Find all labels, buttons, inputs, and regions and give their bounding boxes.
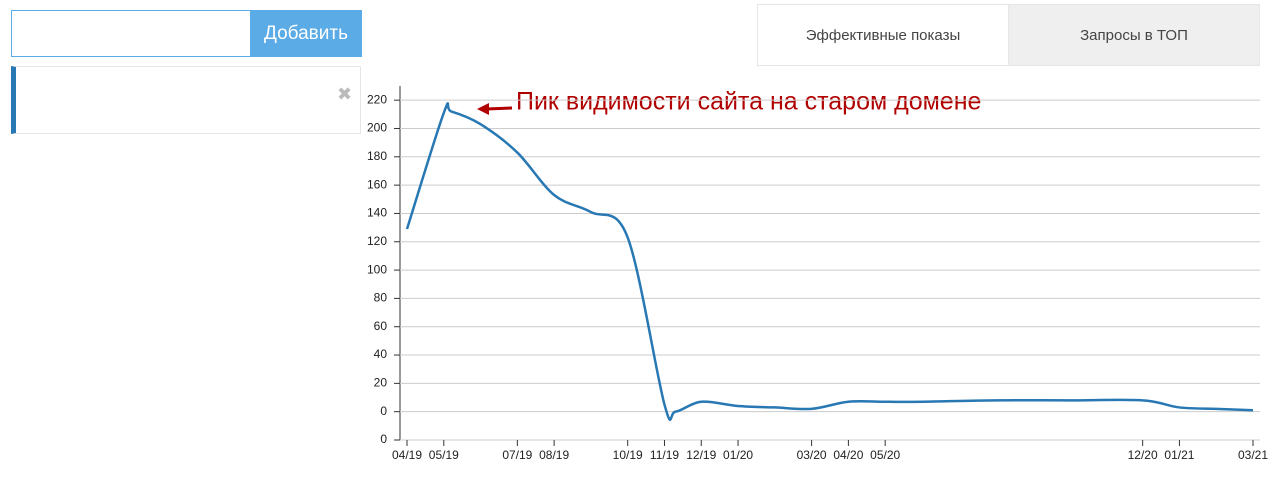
x-tick-label: 04/19 <box>392 448 422 462</box>
x-tick-label: 12/20 <box>1128 448 1158 462</box>
y-tick-label: 120 <box>367 234 387 248</box>
y-tick-label: 0 <box>380 432 387 446</box>
list-item[interactable] <box>11 66 361 134</box>
y-tick-label: 140 <box>367 206 387 220</box>
x-tick-label: 07/19 <box>502 448 532 462</box>
x-tick-label: 01/20 <box>723 448 753 462</box>
x-tick-label: 11/19 <box>650 448 679 462</box>
x-tick-label: 03/20 <box>797 448 827 462</box>
y-tick-label: 80 <box>374 291 388 305</box>
x-tick-label: 10/19 <box>613 448 643 462</box>
y-tick-label: 180 <box>367 149 387 163</box>
y-tick-label: 60 <box>374 319 388 333</box>
line-series <box>405 102 1254 421</box>
y-tick-label: 200 <box>367 121 387 135</box>
arrow <box>485 106 513 111</box>
add-button[interactable]: Добавить <box>250 10 362 57</box>
x-tick-label: 04/20 <box>833 448 863 462</box>
x-tick-label: 05/20 <box>870 448 900 462</box>
x-tick-label: 12/19 <box>686 448 716 462</box>
y-tick-label: 220 <box>367 92 387 106</box>
x-tick-label: 01/21 <box>1164 448 1194 462</box>
x-tick-label: 03/21 <box>1238 448 1268 462</box>
x-tick-label: 05/19 <box>429 448 459 462</box>
y-tick-label: 160 <box>367 177 387 191</box>
close-icon[interactable]: ✖ <box>337 84 353 104</box>
y-tick-label: 20 <box>374 376 388 390</box>
tab[interactable]: Эффективные показы <box>757 4 1009 66</box>
x-tick-label: 08/19 <box>539 448 569 462</box>
y-tick-label: 40 <box>374 347 388 361</box>
arrow-head <box>477 103 489 115</box>
tab[interactable]: Запросы в ТОП <box>1008 4 1260 66</box>
annotation: Пик видимости сайта на старом домене <box>516 88 981 116</box>
y-tick-label: 0 <box>380 404 387 418</box>
y-tick-label: 100 <box>367 262 387 276</box>
